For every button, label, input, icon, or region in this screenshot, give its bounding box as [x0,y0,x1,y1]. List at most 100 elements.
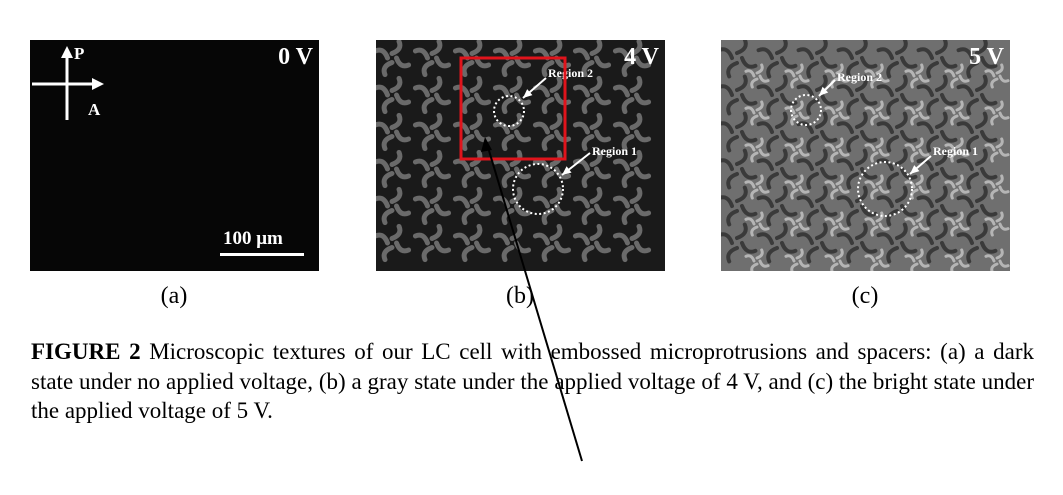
pinwheel-arm [549,223,563,241]
pinwheel-arm [806,135,819,153]
pinwheel-arm [975,148,988,166]
pinwheel-arm [900,204,918,217]
pinwheel-arm [910,188,919,200]
pinwheel-arm [389,186,403,204]
pinwheel-arm [412,232,430,246]
pinwheel-arm [735,222,748,240]
pinwheel-arm [864,143,876,152]
pinwheel-arm [421,60,435,78]
pinwheel-arm [895,148,908,166]
pinwheel-arm [916,47,934,60]
pinwheel-arm [835,63,844,75]
pinwheel-arm [864,254,876,263]
pinwheel-arm [955,174,964,186]
pinwheel-arm [541,134,555,152]
pinwheel-arm [554,92,572,106]
pinwheel-arm [421,97,435,115]
pinwheel-arm [975,185,988,203]
pinwheel-arm [594,92,612,106]
pinwheel-arm [838,185,850,194]
pinwheel-arm [918,74,930,83]
pinwheel-arm [900,167,918,180]
pinwheel-arm [795,248,804,260]
pinwheel-arm [984,143,996,152]
pinwheel-arm [838,259,850,268]
pinwheel-arm [864,217,876,226]
pinwheel-arm [509,75,523,93]
pinwheel-arm [895,185,908,203]
pinwheel-arm [980,56,998,69]
pinwheel-arm [775,148,788,166]
pinwheel-arm [878,185,890,194]
pinwheel-arm [940,93,958,106]
pinwheel-arm [589,112,603,130]
pinwheel-arm [721,232,734,245]
pinwheel-arm [581,208,595,226]
pinwheel-arm [756,195,774,208]
panel-label-b: (b) [506,283,534,309]
pinwheel-arm [421,134,435,152]
pinwheel-arm [916,195,934,208]
pinwheel-arm [755,174,764,186]
pinwheel-arm [721,47,734,60]
pinwheel-arm [995,248,1004,260]
pinwheel-arm [381,171,395,189]
pinwheel-arm [870,225,879,237]
pinwheel-arm [955,63,964,75]
pinwheel-arm [935,222,948,240]
pinwheel-arm [984,69,996,78]
pinwheel-arm [864,106,876,115]
pinwheel-arm [975,222,988,240]
pinwheel-arm [394,92,412,106]
pinwheel-arm [572,121,590,135]
pinwheel-arm [824,180,836,189]
pinwheel-arm [532,195,550,209]
pinwheel-arm [629,40,643,56]
pinwheel-arm [634,92,652,106]
pinwheel-arm [795,211,804,223]
pinwheel-arm [926,61,939,79]
pinwheel-arm [886,135,899,153]
pinwheel-arm [910,114,919,126]
pinwheel-arm [846,135,859,153]
pinwheel-arm [958,259,970,268]
pinwheel-arm [541,171,555,189]
pinwheel-arm [501,208,515,226]
pinwheel-arm [784,143,796,152]
pinwheel-arm [870,151,879,163]
pinwheel-arm [750,188,759,200]
pinwheel-arm [910,151,919,163]
pinwheel-arm [549,186,563,204]
pinwheel-arm [815,74,828,92]
pinwheel-arm [824,69,836,78]
pinwheel-arm [998,148,1010,157]
pinwheel-arm [775,40,788,55]
pinwheel-arm [780,241,798,254]
pinwheel-arm [532,121,550,135]
pinwheel-arm [744,143,756,152]
pinwheel-arm [376,47,390,61]
pinwheel-arm [755,137,764,149]
pinwheel-arm [394,166,412,180]
pinwheel-arm [975,40,988,55]
pinwheel-arm [790,77,799,89]
pinwheel-arm [910,262,919,271]
pinwheel-arm [830,225,839,237]
pinwheel-arm [955,211,964,223]
figure-label: FIGURE 2 [31,339,141,364]
pinwheel-arm [744,106,756,115]
pinwheel-arm [461,208,475,226]
pinwheel-arm [855,111,868,129]
pinwheel-arm [815,222,828,240]
pinwheel-arm [740,56,758,69]
pinwheel-arm [474,55,492,69]
pinwheel-arm [581,134,595,152]
pinwheel-arm [835,137,844,149]
pinwheel-arm [780,167,798,180]
pinwheel-arm [830,114,839,126]
pinwheel-arm [910,225,919,237]
pinwheel-arm [469,223,483,241]
pinwheel-arm [870,77,879,89]
pinwheel-arm [612,195,630,209]
pinwheel-arm [846,209,859,227]
